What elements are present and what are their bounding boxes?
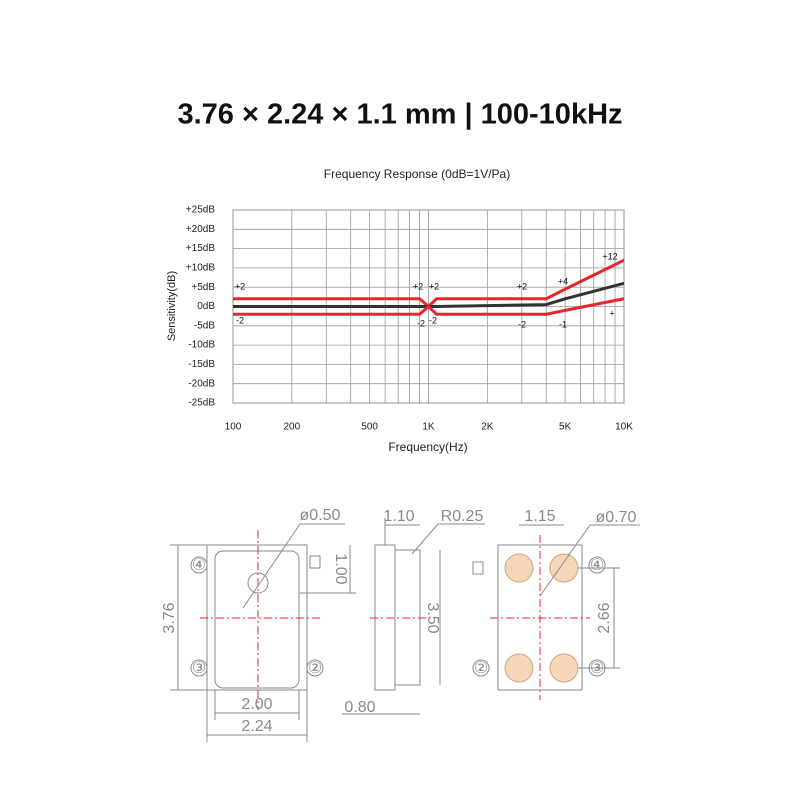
annotation: +4 — [558, 276, 568, 286]
annotation: + — [609, 308, 614, 318]
x-axis-label: Frequency(Hz) — [388, 440, 467, 454]
dim-label: 2.66 — [596, 602, 613, 633]
dim-label: 1.10 — [383, 508, 414, 525]
y-tick-label: -25dB — [188, 398, 215, 409]
dim-label: 3.76 — [161, 602, 178, 633]
page-title: 3.76 × 2.24 × 1.1 mm | 100-10kHz — [177, 99, 622, 131]
annotation: -2 — [429, 315, 437, 325]
y-tick-label: +5dB — [191, 282, 215, 293]
y-tick-label: +10dB — [186, 263, 216, 274]
drawing-labels: ø0.50 1.00 3.76 2.00 2.24 ④ ③ ② 1.10 R0.… — [161, 507, 636, 735]
annotation: +2 — [413, 281, 423, 291]
y-tick-label: -5dB — [194, 320, 215, 331]
y-tick-label: -15dB — [188, 359, 215, 370]
annotation: -2 — [236, 315, 244, 325]
dim-label: 2.00 — [241, 696, 272, 713]
series-line — [233, 281, 625, 308]
annotation: -2 — [518, 319, 526, 329]
pin-label: ④ — [590, 557, 604, 574]
x-tick-label: 100 — [225, 422, 242, 433]
dim-label: ø0.70 — [596, 509, 637, 526]
dim-label: 1.15 — [524, 508, 555, 525]
annotation: +2 — [517, 281, 527, 291]
dim-label: 3.50 — [424, 602, 441, 633]
x-tick-label: 10K — [615, 422, 633, 433]
x-tick-label: 500 — [361, 422, 378, 433]
pin-label: ③ — [590, 660, 604, 677]
annotation: +2 — [429, 281, 439, 291]
y-tick-label: -10dB — [188, 340, 215, 351]
dim-label: 0.80 — [344, 699, 375, 716]
annotation: +12 — [602, 251, 617, 261]
pin-label: ② — [308, 660, 322, 677]
dim-label: ø0.50 — [300, 507, 341, 524]
pin-label: ④ — [192, 557, 206, 574]
annotation: -1 — [559, 319, 567, 329]
y-tick-label: +15dB — [186, 243, 216, 254]
pin-label: ③ — [192, 660, 206, 677]
x-tick-label: 200 — [284, 422, 301, 433]
series-line — [233, 258, 625, 309]
y-tick-label: -20dB — [188, 378, 215, 389]
plot: 100 200 500 1K 2K 5K 10K+25dB+20dB+15dB+10dB+5… — [186, 205, 633, 433]
dim-label: 1.00 — [332, 553, 349, 584]
x-tick-label: 5K — [559, 422, 572, 433]
y-axis-label: Sensitivity(dB) — [166, 271, 178, 341]
y-tick-label: 0dB — [197, 301, 215, 312]
x-tick-label: 1K — [422, 422, 435, 433]
x-tick-label: 2K — [481, 422, 494, 433]
dim-label: R0.25 — [441, 508, 484, 525]
pin-label: ② — [474, 660, 488, 677]
chart-title: Frequency Response (0dB=1V/Pa) — [324, 167, 510, 181]
annotation: +2 — [235, 281, 245, 291]
mechanical-drawing — [170, 518, 640, 742]
series-line — [233, 297, 625, 316]
annotation: -2 — [417, 318, 425, 328]
y-tick-label: +20dB — [186, 224, 216, 235]
dim-label: 2.24 — [241, 718, 272, 735]
y-tick-label: +25dB — [186, 205, 216, 216]
